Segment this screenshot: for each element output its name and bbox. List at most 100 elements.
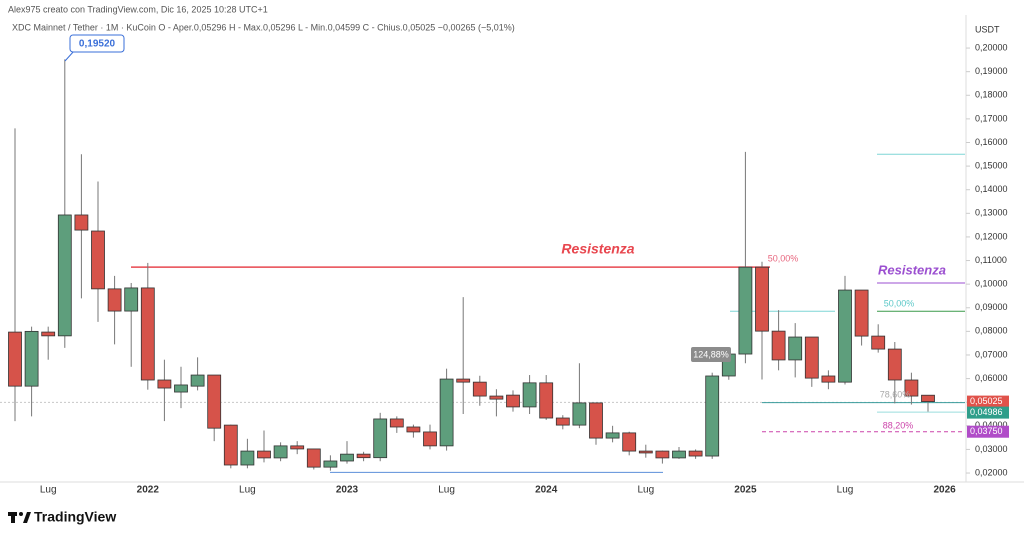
- price-tag: [967, 406, 1009, 419]
- logo-shape: [11, 512, 15, 523]
- logo-shape: [23, 512, 31, 523]
- y-axis-label: USDT: [975, 24, 1000, 34]
- y-tick-label: 0,02000: [975, 467, 1008, 477]
- candle-body: [804, 336, 819, 379]
- candle-body: [240, 450, 255, 466]
- y-tick-label: 0,13000: [975, 208, 1008, 218]
- y-tick-label: 0,20000: [975, 42, 1008, 52]
- x-tick-label: 2022: [137, 485, 160, 496]
- y-tick-label: 0,16000: [975, 137, 1008, 147]
- chart-subtitle: XDC Mainnet / Tether · 1M · KuCoin O - A…: [12, 22, 515, 32]
- candle-body: [190, 374, 205, 387]
- y-tick-label: 0,06000: [975, 373, 1008, 383]
- annotation: Resistenza: [878, 262, 946, 277]
- candle-body: [771, 330, 786, 361]
- candle-body: [506, 394, 520, 408]
- candle-body: [57, 214, 72, 337]
- callout-text: 0,19520: [79, 39, 116, 50]
- candle-body: [174, 384, 188, 393]
- candle-body: [472, 381, 487, 397]
- candle-body: [107, 288, 122, 312]
- x-tick-label: Lug: [837, 485, 854, 496]
- candle-body: [389, 418, 404, 428]
- candle-body: [705, 375, 720, 457]
- logo-shape: [19, 512, 23, 516]
- candle-body: [207, 374, 222, 429]
- y-tick-label: 0,12000: [975, 231, 1008, 241]
- annotation: Resistenza: [561, 241, 634, 257]
- x-tick-label: 2023: [336, 485, 359, 496]
- price-tag-label: 0,03750: [970, 426, 1003, 436]
- candle-body: [41, 331, 56, 337]
- x-tick-label: 2026: [933, 485, 956, 496]
- y-tick-label: 0,08000: [975, 326, 1008, 336]
- candle-body: [738, 266, 753, 355]
- candles: [8, 59, 935, 471]
- candle-body: [306, 448, 321, 468]
- price-tag-label: 0,04986: [970, 407, 1003, 417]
- candle-body: [290, 445, 305, 450]
- callout-box: [69, 34, 125, 53]
- candle-body: [439, 378, 454, 447]
- candle-body: [572, 402, 587, 426]
- annotation: 88,20%: [883, 420, 914, 430]
- candle-body: [356, 453, 371, 459]
- candle-body: [273, 445, 288, 459]
- y-tick-label: 0,10000: [975, 279, 1008, 289]
- candle-body: [456, 378, 471, 383]
- candle-body: [887, 348, 902, 381]
- y-tick-label: 0,15000: [975, 160, 1008, 170]
- candle-body: [589, 402, 603, 439]
- annotation-box: [691, 347, 731, 362]
- x-tick-label: Lug: [239, 485, 256, 496]
- candle-body: [622, 432, 637, 452]
- footer-logo: [8, 512, 31, 523]
- annotation: 78,60%: [880, 389, 911, 399]
- candle-body: [8, 331, 22, 387]
- x-tick-label: 2025: [734, 485, 757, 496]
- price-tag-label: 0,05025: [970, 396, 1003, 406]
- candle-body: [373, 418, 388, 459]
- candle-body: [124, 287, 139, 312]
- price-tag: [967, 395, 1009, 408]
- callout-pointer: [64, 50, 75, 62]
- candle-body: [788, 336, 803, 361]
- candle-body: [340, 453, 354, 462]
- x-tick-label: Lug: [438, 485, 455, 496]
- y-tick-label: 0,17000: [975, 113, 1008, 123]
- candle-body: [655, 450, 670, 459]
- candle-body: [257, 450, 271, 459]
- y-tick-label: 0,19000: [975, 66, 1008, 76]
- price-tag: [967, 425, 1009, 438]
- footer-brand: TradingView: [34, 509, 116, 525]
- y-tick-label: 0,03000: [975, 444, 1008, 454]
- candle-body: [140, 287, 155, 381]
- candle-body: [921, 394, 935, 403]
- x-tick-label: Lug: [637, 485, 654, 496]
- y-tick-label: 0,18000: [975, 90, 1008, 100]
- candle-body: [539, 382, 554, 419]
- candle-body: [638, 450, 653, 454]
- candle-body: [688, 450, 703, 457]
- candle-body: [406, 426, 421, 433]
- candle-body: [24, 330, 39, 387]
- candle-body: [904, 379, 919, 397]
- y-tick-label: 0,14000: [975, 184, 1008, 194]
- candle-body: [489, 395, 504, 400]
- candle-body: [821, 375, 836, 383]
- candle-body: [555, 417, 570, 426]
- annotation: 50,00%: [768, 253, 799, 263]
- candle-body: [522, 382, 537, 408]
- y-tick-label: 0,09000: [975, 302, 1008, 312]
- candle-body: [854, 289, 869, 337]
- x-tick-label: 2024: [535, 485, 558, 496]
- candle-body: [74, 214, 89, 231]
- x-tick-label: Lug: [40, 485, 57, 496]
- y-tick-label: 0,07000: [975, 349, 1008, 359]
- candle-body: [91, 230, 105, 290]
- y-tick-label: 0,11000: [975, 255, 1007, 265]
- annotation: 124,88%: [693, 349, 729, 359]
- candle-body: [157, 379, 172, 389]
- annotation: 50,00%: [884, 298, 915, 308]
